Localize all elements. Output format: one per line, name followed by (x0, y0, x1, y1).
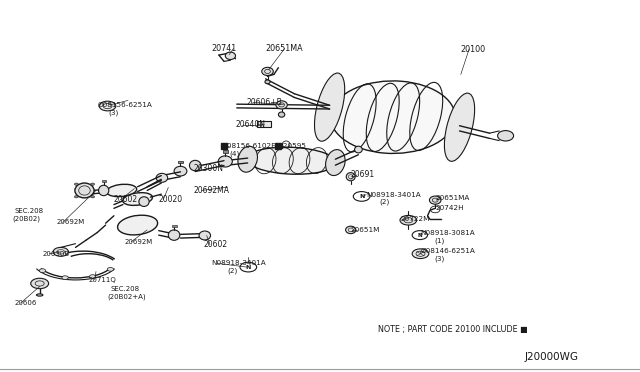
Text: 20742H: 20742H (435, 205, 464, 211)
Ellipse shape (278, 112, 285, 117)
Circle shape (99, 101, 116, 111)
Ellipse shape (189, 160, 201, 171)
Text: 20711Q: 20711Q (88, 277, 116, 283)
Bar (102, 180, 106, 182)
Text: (4): (4) (229, 150, 239, 157)
Text: (2): (2) (227, 267, 237, 274)
Bar (223, 150, 228, 153)
Ellipse shape (168, 230, 180, 240)
Ellipse shape (314, 73, 345, 141)
Ellipse shape (355, 146, 362, 153)
Ellipse shape (330, 81, 456, 154)
Circle shape (62, 276, 68, 279)
Text: N: N (417, 232, 422, 238)
Text: (20B02): (20B02) (13, 215, 41, 222)
Text: 20602: 20602 (114, 195, 138, 204)
Ellipse shape (123, 193, 152, 205)
Ellipse shape (75, 183, 94, 198)
Text: 20692M: 20692M (125, 239, 153, 245)
Text: (1): (1) (434, 237, 444, 244)
Ellipse shape (498, 131, 514, 141)
Circle shape (240, 262, 257, 272)
Text: N08918-3081A: N08918-3081A (420, 230, 476, 236)
Circle shape (412, 249, 429, 259)
Circle shape (39, 269, 45, 273)
Ellipse shape (225, 52, 236, 60)
Bar (257, 121, 271, 127)
Text: 20030B: 20030B (43, 251, 70, 257)
Ellipse shape (444, 93, 475, 161)
Ellipse shape (346, 226, 356, 234)
Text: (2): (2) (380, 198, 390, 205)
Ellipse shape (276, 101, 287, 109)
Text: 20640N: 20640N (236, 120, 266, 129)
Ellipse shape (106, 184, 137, 197)
Ellipse shape (238, 146, 257, 172)
Circle shape (53, 247, 68, 256)
Text: NOTE ; PART CODE 20100 INCLUDE ■: NOTE ; PART CODE 20100 INCLUDE ■ (378, 325, 527, 334)
Text: ■08156-6102F: ■08156-6102F (221, 143, 276, 149)
Circle shape (91, 183, 95, 185)
Text: 20606: 20606 (14, 300, 36, 306)
Text: N08918-3401A: N08918-3401A (211, 260, 266, 266)
Text: 20692MA: 20692MA (193, 186, 229, 195)
Text: 20692M: 20692M (56, 219, 84, 225)
Ellipse shape (218, 156, 232, 167)
Text: 20606+B: 20606+B (246, 98, 282, 107)
Ellipse shape (174, 166, 187, 176)
Text: 20651MA: 20651MA (435, 195, 470, 201)
Circle shape (353, 192, 370, 201)
Text: (3): (3) (109, 109, 119, 116)
Bar (178, 161, 183, 163)
Text: Ø08156-6251A: Ø08156-6251A (98, 102, 153, 108)
Text: (20B02+A): (20B02+A) (108, 294, 146, 300)
Ellipse shape (346, 173, 355, 181)
Text: 20651M: 20651M (351, 227, 380, 232)
Ellipse shape (139, 197, 149, 206)
Circle shape (90, 275, 96, 279)
Ellipse shape (199, 231, 211, 240)
Ellipse shape (265, 80, 270, 84)
Text: N: N (359, 194, 364, 199)
Circle shape (412, 231, 428, 240)
Text: Ø08146-6251A: Ø08146-6251A (420, 248, 476, 254)
Text: 20722M: 20722M (400, 217, 429, 222)
Ellipse shape (326, 150, 345, 176)
Circle shape (91, 196, 95, 198)
Text: 20300N: 20300N (193, 164, 223, 173)
Ellipse shape (429, 196, 441, 204)
Ellipse shape (262, 67, 273, 76)
Circle shape (31, 278, 49, 289)
Text: J20000WG: J20000WG (525, 352, 579, 362)
Ellipse shape (99, 185, 109, 196)
Text: N08918-3401A: N08918-3401A (366, 192, 421, 198)
Ellipse shape (156, 173, 168, 182)
Text: ■20595: ■20595 (276, 143, 307, 149)
Circle shape (400, 215, 417, 225)
Ellipse shape (36, 294, 43, 296)
Ellipse shape (118, 215, 157, 235)
Text: 20691: 20691 (351, 170, 375, 179)
Text: 20602: 20602 (204, 240, 228, 249)
Bar (172, 225, 177, 227)
Ellipse shape (246, 147, 336, 174)
Text: 20651MA: 20651MA (266, 44, 303, 53)
Text: 20100: 20100 (461, 45, 486, 54)
Text: 20741: 20741 (211, 44, 236, 53)
Text: (3): (3) (434, 255, 444, 262)
Circle shape (74, 183, 78, 185)
Circle shape (108, 267, 114, 271)
Text: SEC.208: SEC.208 (14, 208, 44, 214)
Text: N: N (246, 264, 251, 270)
Circle shape (74, 196, 78, 198)
Text: SEC.208: SEC.208 (110, 286, 140, 292)
Text: 20020: 20020 (158, 195, 182, 204)
